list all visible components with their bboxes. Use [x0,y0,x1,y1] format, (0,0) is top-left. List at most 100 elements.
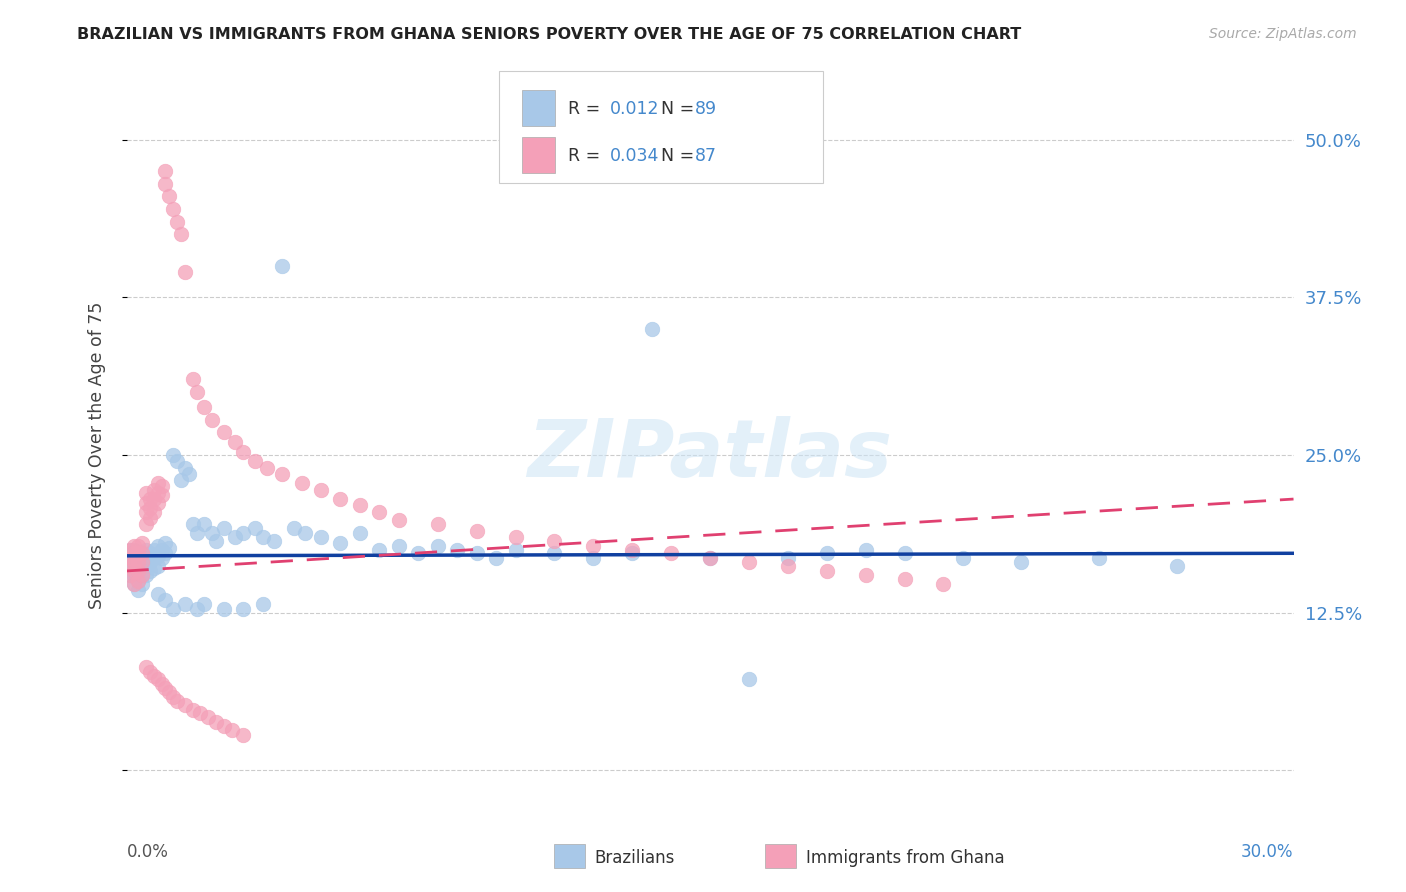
Point [139,546,162,560]
Point [131,567,153,582]
Point [815,564,838,578]
Point [505,542,527,557]
Point [120,567,142,582]
Point [893,572,915,586]
Point [157,685,180,699]
Text: ZIPatlas: ZIPatlas [527,416,893,494]
Point [181,372,204,386]
Point [127,574,149,588]
Point [135,542,157,557]
Point [505,530,527,544]
Point [142,551,165,566]
Point [146,539,169,553]
Point [162,601,184,615]
Point [131,576,153,591]
Point [309,530,332,544]
Point [368,505,391,519]
Point [124,551,146,566]
Point [621,546,644,560]
Point [142,491,165,506]
Point [127,564,149,578]
Point [221,723,243,737]
Point [146,558,169,573]
Point [294,526,316,541]
Point [155,681,177,696]
Point [212,425,235,440]
Point [135,551,157,566]
Point [135,517,157,532]
Point [329,491,352,506]
Point [283,521,305,535]
Point [124,564,146,578]
Point [201,526,224,541]
Point [193,597,215,611]
Point [120,567,142,582]
Point [543,533,565,548]
Point [124,555,146,569]
Point [201,412,224,426]
Point [388,514,411,528]
Point [139,665,162,679]
Point [349,499,371,513]
Point [893,546,915,560]
Point [256,460,278,475]
Point [329,536,352,550]
Point [186,601,208,615]
Point [186,384,208,399]
Point [131,567,153,582]
Point [170,473,193,487]
Point [212,601,235,615]
Point [193,400,215,414]
Point [127,574,149,588]
Point [166,694,188,708]
Point [162,690,184,704]
Point [150,677,173,691]
Point [127,546,149,560]
Point [181,517,204,532]
Point [582,551,605,566]
Y-axis label: Seniors Poverty Over the Age of 75: Seniors Poverty Over the Age of 75 [87,301,105,608]
Point [155,177,177,191]
Point [120,549,142,563]
Point [139,564,162,578]
Point [146,475,169,490]
Point [271,259,294,273]
Point [146,549,169,563]
Point [155,536,177,550]
Point [855,567,877,582]
Point [368,542,391,557]
Point [177,467,200,481]
Point [127,546,149,560]
Point [135,505,157,519]
Point [446,542,468,557]
Point [224,530,246,544]
Text: 30.0%: 30.0% [1241,843,1294,862]
Point [932,576,955,591]
Point [155,593,177,607]
Point [181,703,204,717]
Point [124,539,146,553]
Point [1088,551,1111,566]
Point [621,542,644,557]
Point [157,541,180,556]
Point [135,660,157,674]
Point [146,496,169,510]
Point [582,539,605,553]
Point [120,542,142,557]
Point [232,445,254,459]
Point [146,673,169,687]
Point [309,483,332,498]
Point [205,533,228,548]
Point [815,546,838,560]
Point [224,435,246,450]
Point [174,597,197,611]
Point [155,164,177,178]
Point [124,567,146,582]
Point [174,265,197,279]
Point [776,558,799,573]
Point [190,706,212,721]
Text: N =: N = [650,147,699,165]
Point [263,533,285,548]
Point [120,542,142,557]
Text: 89: 89 [695,100,717,118]
